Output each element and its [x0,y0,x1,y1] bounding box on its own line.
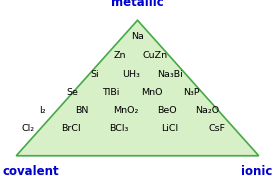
Text: CsF: CsF [208,124,225,133]
Text: N₃P: N₃P [183,88,200,97]
Text: Si: Si [90,70,99,79]
Text: MnO: MnO [142,88,163,97]
Text: Na₂O: Na₂O [196,106,220,115]
Text: BrCl: BrCl [61,124,81,133]
Text: I₂: I₂ [39,106,46,115]
Text: Na₃Bi: Na₃Bi [157,70,183,79]
Text: TlBi: TlBi [102,88,119,97]
Text: BN: BN [76,106,89,115]
Text: Na: Na [131,32,144,41]
Text: LiCl: LiCl [161,124,178,133]
Polygon shape [16,20,259,156]
Text: BeO: BeO [157,106,177,115]
Text: MnO₂: MnO₂ [113,106,138,115]
Text: metallic: metallic [111,0,164,10]
Text: covalent: covalent [3,165,59,176]
Text: ionic: ionic [241,165,272,176]
Text: BCl₃: BCl₃ [109,124,128,133]
Text: Zn: Zn [114,51,126,60]
Text: UH₃: UH₃ [122,70,140,79]
Text: Cl₂: Cl₂ [22,124,35,133]
Text: Se: Se [66,88,78,97]
Text: CuZn: CuZn [142,51,167,60]
